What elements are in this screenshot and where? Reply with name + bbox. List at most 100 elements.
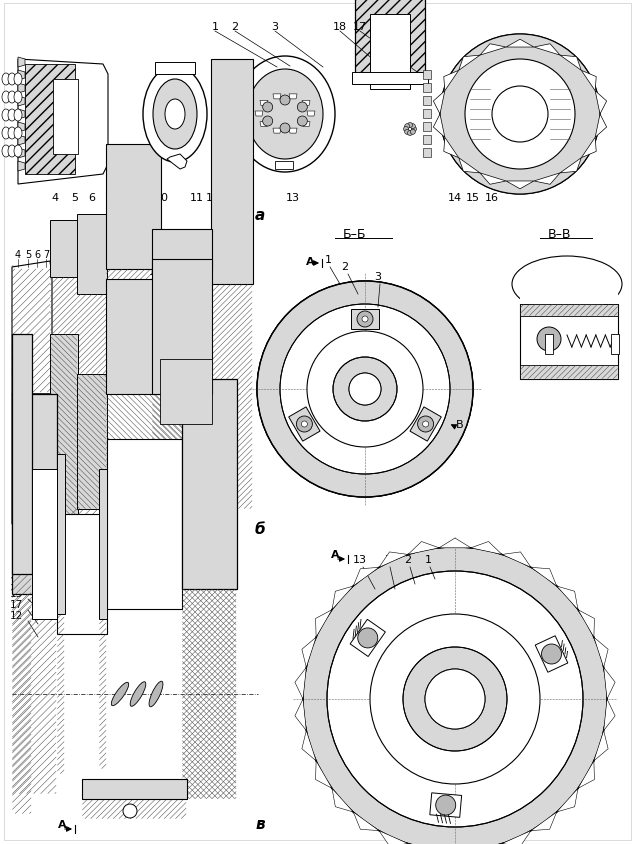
Bar xyxy=(423,123,431,132)
Text: 9: 9 xyxy=(104,556,112,566)
Circle shape xyxy=(307,332,423,447)
Ellipse shape xyxy=(14,146,22,158)
Polygon shape xyxy=(18,162,25,172)
Ellipse shape xyxy=(2,127,10,140)
Bar xyxy=(106,279,161,394)
Text: 3: 3 xyxy=(272,22,279,32)
Text: 1: 1 xyxy=(324,255,331,265)
Polygon shape xyxy=(506,181,534,190)
Polygon shape xyxy=(260,101,268,106)
Circle shape xyxy=(349,374,381,405)
Polygon shape xyxy=(531,812,557,830)
Text: 13: 13 xyxy=(590,289,604,300)
Polygon shape xyxy=(557,587,578,610)
Text: 5: 5 xyxy=(25,250,31,260)
Polygon shape xyxy=(289,408,320,441)
Text: 14: 14 xyxy=(146,250,158,260)
Ellipse shape xyxy=(14,92,22,104)
Ellipse shape xyxy=(165,100,185,130)
Text: 1: 1 xyxy=(425,555,432,565)
Polygon shape xyxy=(410,408,441,441)
Circle shape xyxy=(263,116,272,127)
Text: 13: 13 xyxy=(286,192,300,203)
Ellipse shape xyxy=(8,74,16,86)
Polygon shape xyxy=(534,174,560,185)
Polygon shape xyxy=(560,56,581,71)
Wedge shape xyxy=(257,282,473,497)
Text: 3: 3 xyxy=(568,289,575,300)
Bar xyxy=(275,162,293,170)
Text: 15: 15 xyxy=(466,192,480,203)
Bar xyxy=(520,305,618,316)
Circle shape xyxy=(303,548,607,844)
Polygon shape xyxy=(480,174,506,185)
Polygon shape xyxy=(12,262,52,394)
Polygon shape xyxy=(594,637,608,668)
Polygon shape xyxy=(260,122,268,127)
Ellipse shape xyxy=(8,92,16,104)
Bar xyxy=(423,136,431,145)
Polygon shape xyxy=(18,110,25,120)
Polygon shape xyxy=(578,610,594,637)
Circle shape xyxy=(410,125,415,129)
Circle shape xyxy=(297,416,312,432)
Text: 10: 10 xyxy=(155,192,169,203)
Text: А: А xyxy=(58,819,66,829)
Ellipse shape xyxy=(130,682,146,706)
Polygon shape xyxy=(353,812,379,830)
Polygon shape xyxy=(458,56,480,71)
Text: 13: 13 xyxy=(108,250,120,260)
Polygon shape xyxy=(18,149,25,159)
Circle shape xyxy=(123,804,137,818)
Text: А: А xyxy=(305,257,314,267)
Polygon shape xyxy=(502,830,531,844)
Bar xyxy=(12,394,57,594)
Bar xyxy=(611,334,619,354)
Polygon shape xyxy=(350,619,385,657)
Circle shape xyxy=(425,669,485,729)
Text: 8: 8 xyxy=(121,192,128,203)
Circle shape xyxy=(280,96,290,106)
Bar xyxy=(423,110,431,119)
Text: 18: 18 xyxy=(175,279,187,289)
Circle shape xyxy=(302,421,307,428)
Circle shape xyxy=(542,644,561,664)
Circle shape xyxy=(411,127,417,133)
Bar xyxy=(53,80,78,154)
Polygon shape xyxy=(316,761,332,788)
Ellipse shape xyxy=(14,110,22,122)
Polygon shape xyxy=(534,45,560,56)
Polygon shape xyxy=(167,154,187,170)
Text: 18: 18 xyxy=(333,22,347,32)
Bar xyxy=(25,65,75,175)
Polygon shape xyxy=(531,568,557,587)
Polygon shape xyxy=(18,58,25,68)
Text: В: В xyxy=(228,390,236,399)
Bar xyxy=(106,145,161,270)
Text: 2: 2 xyxy=(231,22,239,32)
Bar xyxy=(50,334,78,524)
Ellipse shape xyxy=(8,110,16,122)
Text: 17: 17 xyxy=(162,273,174,283)
Text: 12: 12 xyxy=(10,610,23,620)
Text: 17: 17 xyxy=(10,599,23,609)
Text: 15: 15 xyxy=(159,256,171,266)
Bar xyxy=(77,214,107,295)
Circle shape xyxy=(370,614,540,784)
Bar xyxy=(155,63,195,75)
Bar xyxy=(160,300,212,394)
Polygon shape xyxy=(581,138,596,159)
Polygon shape xyxy=(430,793,462,817)
Circle shape xyxy=(537,327,561,352)
Text: 4: 4 xyxy=(51,192,58,203)
Ellipse shape xyxy=(14,127,22,140)
Polygon shape xyxy=(604,668,615,699)
Polygon shape xyxy=(18,123,25,133)
Bar xyxy=(423,84,431,93)
Ellipse shape xyxy=(2,92,10,104)
Circle shape xyxy=(436,795,456,815)
Text: 5: 5 xyxy=(72,192,79,203)
Bar xyxy=(160,360,212,425)
Circle shape xyxy=(408,132,413,137)
Polygon shape xyxy=(332,587,353,610)
